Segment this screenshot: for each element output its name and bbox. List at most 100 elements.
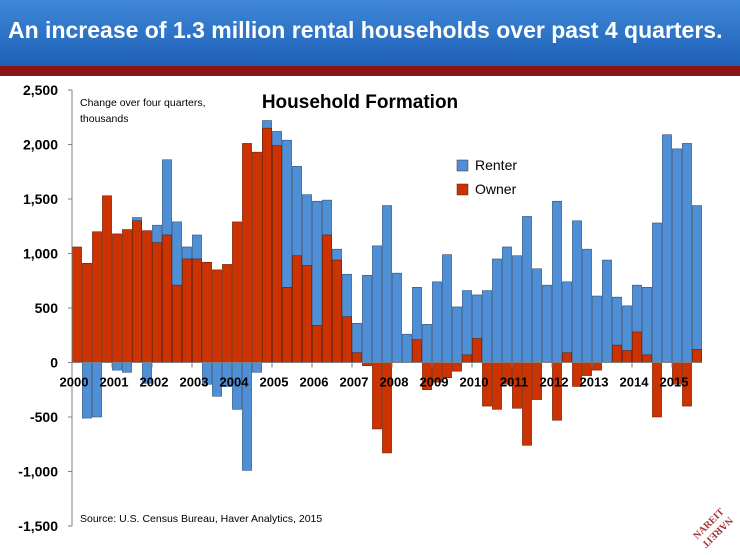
- owner-bar: [562, 352, 572, 363]
- x-tick-label: 2002: [140, 375, 169, 390]
- owner-bar: [152, 242, 162, 363]
- x-tick-label: 2005: [260, 375, 289, 390]
- x-tick-label: 2013: [580, 375, 609, 390]
- renter-bar: [552, 200, 562, 363]
- y-tick-label: 1,500: [23, 191, 58, 207]
- x-tick-label: 2004: [220, 375, 250, 390]
- x-tick-label: 2009: [420, 375, 449, 390]
- x-tick-label: 2007: [340, 375, 369, 390]
- chart-subtitle: thousands: [80, 113, 128, 125]
- y-tick-label: 500: [35, 300, 59, 316]
- renter-bar: [542, 284, 552, 363]
- renter-bar: [582, 248, 592, 363]
- owner-bar: [652, 362, 662, 418]
- owner-bar: [292, 255, 302, 363]
- renter-bar: [492, 258, 502, 363]
- owner-bar: [592, 362, 602, 371]
- renter-bar: [422, 324, 432, 363]
- slide-title: An increase of 1.3 million rental househ…: [8, 17, 723, 43]
- renter-bar: [662, 134, 672, 363]
- owner-bar: [172, 284, 182, 363]
- renter-bar: [122, 362, 132, 373]
- owner-bar: [452, 362, 462, 372]
- owner-bar: [192, 258, 202, 363]
- renter-bar: [252, 362, 262, 373]
- owner-bar: [332, 259, 342, 363]
- renter-bar: [372, 245, 382, 363]
- renter-bar: [682, 143, 692, 363]
- owner-bar: [222, 264, 232, 363]
- renter-bar: [512, 255, 522, 363]
- owner-bar: [252, 151, 262, 363]
- owner-bar: [552, 362, 562, 421]
- renter-bar: [572, 220, 582, 363]
- owner-bar: [322, 234, 332, 363]
- renter-bar: [452, 306, 462, 363]
- owner-bar: [412, 339, 422, 363]
- owner-bar: [302, 265, 312, 363]
- renter-bar: [592, 295, 602, 363]
- renter-bar: [562, 281, 572, 363]
- renter-bar: [442, 254, 452, 363]
- owner-bar: [202, 261, 212, 363]
- owner-bar: [622, 350, 632, 363]
- owner-bar: [472, 338, 482, 363]
- x-tick-label: 2003: [180, 375, 209, 390]
- x-tick-label: 2000: [60, 375, 89, 390]
- chart-source: Source: U.S. Census Bureau, Haver Analyt…: [80, 513, 322, 525]
- owner-bar: [262, 127, 272, 363]
- chart-title: Household Formation: [262, 92, 458, 113]
- owner-bar: [632, 331, 642, 363]
- renter-bar: [602, 259, 612, 363]
- owner-bar: [132, 220, 142, 363]
- owner-bar: [312, 325, 322, 363]
- x-tick-label: 2014: [620, 375, 650, 390]
- owner-bar: [92, 231, 102, 363]
- y-tick-label: -1,500: [18, 518, 58, 534]
- owner-bar: [142, 230, 152, 363]
- y-tick-label: -1,000: [18, 464, 58, 480]
- y-tick-label: 1,000: [23, 246, 58, 262]
- owner-bar: [372, 362, 382, 430]
- renter-bar: [532, 268, 542, 363]
- x-tick-label: 2006: [300, 375, 329, 390]
- legend-swatch: [456, 183, 469, 196]
- owner-bar: [692, 349, 702, 363]
- owner-bar: [342, 316, 352, 363]
- owner-bar: [182, 258, 192, 363]
- renter-bar: [462, 290, 472, 363]
- y-tick-label: 2,000: [23, 137, 58, 153]
- owner-bar: [282, 287, 292, 363]
- owner-bar: [122, 229, 132, 363]
- x-tick-label: 2015: [660, 375, 689, 390]
- owner-bar: [352, 352, 362, 363]
- title-stripe: [0, 66, 740, 76]
- x-tick-label: 2010: [460, 375, 489, 390]
- renter-bar: [502, 246, 512, 363]
- owner-bar: [462, 354, 472, 363]
- title-banner: An increase of 1.3 million rental househ…: [0, 0, 740, 66]
- chart-subtitle: Change over four quarters,: [80, 97, 206, 109]
- owner-bar: [242, 143, 252, 363]
- renter-bar: [522, 216, 532, 363]
- owner-bar: [612, 344, 622, 363]
- owner-bar: [112, 233, 122, 363]
- y-tick-label: 2,500: [23, 82, 58, 98]
- renter-bar: [92, 362, 102, 418]
- renter-bar: [482, 290, 492, 363]
- renter-bar: [672, 148, 682, 363]
- owner-bar: [272, 145, 282, 363]
- y-tick-label: -500: [30, 409, 58, 425]
- renter-bar: [402, 333, 412, 363]
- owner-bar: [212, 269, 222, 363]
- owner-bar: [642, 354, 652, 363]
- renter-bar: [82, 362, 92, 419]
- x-tick-label: 2011: [500, 375, 528, 390]
- legend-label: Renter: [475, 157, 517, 173]
- x-tick-label: 2012: [540, 375, 569, 390]
- renter-bar: [392, 272, 402, 363]
- owner-bar: [72, 246, 82, 363]
- renter-bar: [692, 205, 702, 363]
- owner-bar: [102, 195, 112, 363]
- renter-bar: [432, 281, 442, 363]
